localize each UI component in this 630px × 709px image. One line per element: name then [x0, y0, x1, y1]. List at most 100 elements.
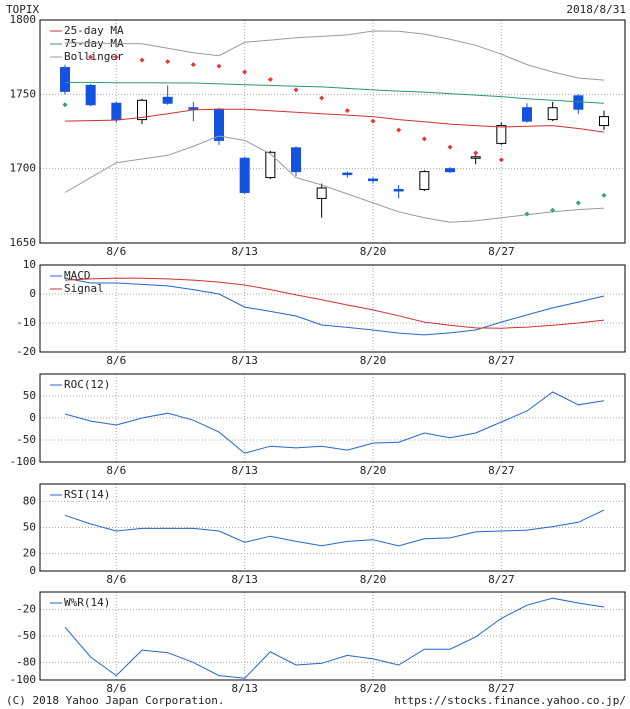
y-tick-label: -20 [16, 345, 36, 358]
candle-body [162, 96, 173, 104]
candle-body [419, 171, 430, 190]
series-line [64, 597, 605, 679]
x-tick-label: 8/6 [106, 573, 126, 586]
y-tick-label: 0 [29, 564, 36, 577]
sar-dot [370, 118, 376, 124]
sar-dot [421, 136, 427, 142]
x-tick-label: 8/6 [106, 464, 126, 477]
y-tick-label: -50 [16, 433, 36, 446]
candle-body [445, 168, 455, 173]
x-tick-label: 8/20 [360, 245, 387, 258]
candle-body [599, 116, 609, 127]
sar-dot [524, 211, 530, 217]
y-tick-label: -100 [10, 673, 37, 686]
source-url: https://stocks.finance.yahoo.co.jp/ [394, 694, 626, 707]
series-line [64, 509, 605, 547]
y-tick-label: -80 [16, 655, 36, 668]
legend-label: ROC(12) [64, 378, 110, 391]
x-tick-label: 8/20 [360, 464, 387, 477]
candle-body [60, 67, 70, 92]
candle-body [239, 157, 250, 193]
y-tick-label: -10 [16, 316, 36, 329]
candle-body [522, 107, 532, 122]
y-tick-label: 1800 [10, 13, 37, 26]
x-tick-label: 8/6 [106, 245, 126, 258]
candle-body [316, 187, 327, 199]
sar-dot [319, 95, 325, 101]
x-tick-label: 8/27 [488, 354, 515, 367]
y-tick-label: 50 [23, 389, 36, 402]
panel-frame [39, 483, 626, 572]
x-tick-label: 8/13 [231, 464, 258, 477]
candle-body [342, 172, 353, 176]
panel-frame [39, 373, 626, 463]
sar-dot [139, 57, 145, 63]
panel-frame [39, 264, 626, 353]
series-line [64, 108, 605, 133]
y-tick-label: 80 [23, 494, 36, 507]
sar-dot [550, 207, 556, 213]
sar-dot [62, 102, 68, 108]
legend-label: Bollinger [64, 50, 124, 63]
y-tick-label: -50 [16, 629, 36, 642]
legend-label: 25-day MA [64, 24, 124, 37]
series-line [65, 81, 605, 104]
candle-body [265, 151, 276, 179]
sar-dot [216, 63, 222, 69]
candle-body [496, 125, 507, 144]
x-tick-label: 8/13 [231, 245, 258, 258]
sar-dot [88, 54, 94, 60]
y-tick-label: 50 [23, 521, 36, 534]
x-tick-label: 8/27 [488, 245, 515, 258]
sar-dot [498, 157, 504, 163]
date: 2018/8/31 [566, 3, 626, 16]
y-tick-label: -20 [16, 603, 36, 616]
series-line [64, 135, 605, 223]
series-line [65, 30, 605, 81]
candle-body [137, 99, 147, 121]
x-tick-label: 8/6 [106, 682, 126, 695]
legend-label: RSI(14) [64, 488, 110, 501]
x-tick-label: 8/27 [488, 464, 515, 477]
candle-body [573, 95, 584, 110]
series-line [64, 277, 605, 336]
y-tick-label: 10 [23, 258, 36, 271]
candle-body [393, 188, 404, 192]
sar-dot [242, 69, 248, 75]
x-tick-label: 8/27 [488, 573, 515, 586]
candle-body [111, 102, 122, 121]
panel-frame [39, 591, 626, 681]
sar-dot [396, 127, 402, 133]
legend-label: W%R(14) [64, 596, 110, 609]
sar-dot [113, 54, 119, 60]
series-line [64, 391, 605, 454]
x-tick-label: 8/20 [360, 573, 387, 586]
sar-dot [447, 144, 453, 150]
candle-body [547, 107, 558, 121]
sar-dot [344, 108, 350, 114]
x-tick-label: 8/13 [231, 354, 258, 367]
sar-dot [267, 76, 273, 82]
sar-dot [601, 192, 607, 198]
x-tick-label: 8/27 [488, 682, 515, 695]
sar-dot [293, 87, 299, 93]
y-tick-label: 1650 [10, 236, 37, 249]
y-tick-label: 1700 [10, 162, 37, 175]
legend-label: Signal [64, 282, 104, 295]
x-tick-label: 8/6 [106, 354, 126, 367]
panel-frame [39, 19, 626, 244]
y-tick-label: 20 [23, 547, 36, 560]
y-tick-label: 1750 [10, 87, 37, 100]
x-tick-label: 8/20 [360, 682, 387, 695]
candle-body [291, 147, 301, 173]
symbol: TOPIX [6, 3, 39, 16]
sar-dot [165, 59, 171, 65]
candle-body [470, 156, 481, 159]
series-line [64, 277, 605, 329]
x-tick-label: 8/20 [360, 354, 387, 367]
copyright: (C) 2018 Yahoo Japan Corporation. [6, 694, 225, 707]
x-tick-label: 8/13 [231, 682, 258, 695]
sar-dot [190, 62, 196, 68]
y-tick-label: -100 [10, 455, 37, 468]
